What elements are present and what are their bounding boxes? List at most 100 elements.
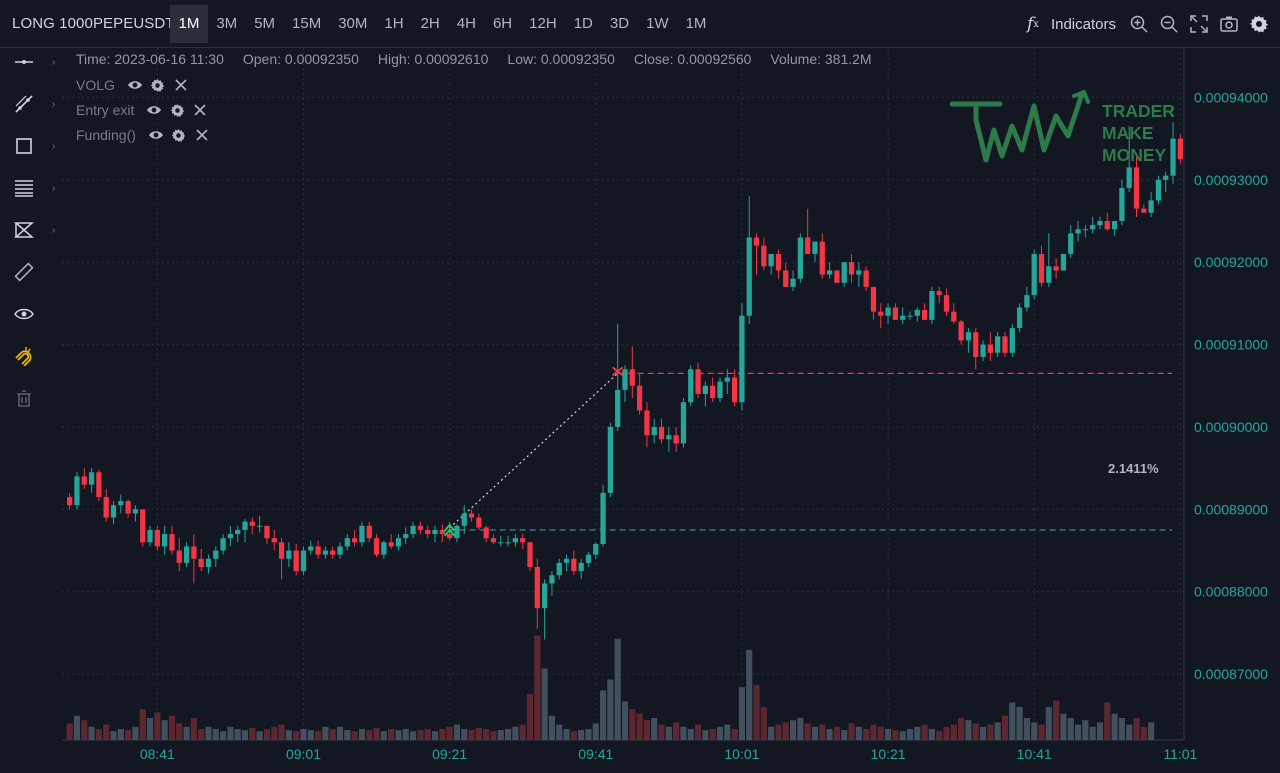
fullscreen-icon[interactable] [1186,8,1212,40]
gear-icon[interactable] [169,125,189,145]
volume-bar [329,729,336,740]
volume-bar [1140,726,1147,740]
candle-body [373,538,380,555]
volume-bar [190,718,197,740]
sidebar-tool-pattern[interactable]: › [14,214,58,246]
symbol-title[interactable]: LONG 1000PEPEUSDT [12,15,175,32]
candle-body [812,241,818,254]
chart-area[interactable]: 0.00094000 0.00093000 0.00092000 0.00091000… [62,48,1280,773]
indicator-label: Funding() [76,127,136,143]
timeframe-30m[interactable]: 30M [338,15,368,32]
candle-body [154,529,160,547]
timeframe-12h[interactable]: 12H [529,15,557,32]
volume-bar [117,729,124,740]
volume-bar [103,724,110,740]
zoom-out-icon[interactable] [1156,8,1182,40]
volume-bar [1038,724,1045,740]
candle-body [366,525,372,539]
candle-body [790,278,796,287]
candle-body [783,270,789,287]
chevron-right-icon[interactable]: › [52,182,56,194]
eye-icon[interactable] [144,100,164,120]
volume-bar [753,685,760,740]
legend-volume: Volume: 381.2M [770,51,872,67]
candle-body [870,286,877,312]
zoom-in-icon[interactable] [1126,8,1152,40]
candle-body [140,509,146,543]
timeframe-3d[interactable]: 3D [609,15,630,32]
timeframe-15m[interactable]: 15M [292,15,322,32]
eye-icon[interactable] [125,75,145,95]
x-tick-label: 10:01 [724,746,759,762]
volume-bar [439,729,446,740]
volume-bar [950,724,957,740]
volume-bar [512,726,519,740]
candle-body [1097,221,1103,226]
candle-body [805,237,811,254]
volume-bar [241,730,249,740]
candle-body [768,253,774,267]
settings-gear-icon[interactable] [1246,8,1272,40]
timeframe-1w[interactable]: 1W [646,15,669,32]
sidebar-tool-trash[interactable] [14,382,58,414]
screenshot-icon[interactable] [1216,8,1242,40]
candle-body [622,369,628,390]
sidebar-tool-fib-lines[interactable]: › [14,172,58,204]
eye-icon[interactable] [146,125,166,145]
timeframe-1d[interactable]: 1D [573,15,593,32]
volume-bar [1126,724,1133,740]
indicator-row: Funding() [76,125,215,145]
chevron-right-icon[interactable]: › [52,98,56,110]
sidebar-tool-trend-line[interactable]: › [14,88,58,120]
volume-bar [263,729,271,740]
volume-bar [205,726,212,740]
timeframe-4h[interactable]: 4H [456,15,476,32]
volume-bar [1045,707,1052,740]
candle-body [1002,336,1008,353]
candle-body [403,534,409,539]
volume-bar [746,649,753,740]
candle-body [527,542,533,567]
chevron-right-icon[interactable]: › [52,224,56,236]
timeframe-1m[interactable]: 1M [685,15,707,32]
indicator-label: VOLG [76,77,115,93]
volume-bar [1111,713,1118,740]
sidebar-tool-eye[interactable] [14,298,58,330]
sidebar-tool-horizontal-line[interactable]: › [14,46,58,78]
candle-body [914,309,920,316]
timeframe-6h[interactable]: 6H [492,15,513,32]
close-icon[interactable] [192,125,212,145]
price-chart[interactable]: 0.00094000 0.00093000 0.00092000 0.00091000… [62,48,1280,773]
candle-body [892,307,898,320]
volume-bar [256,731,263,740]
gear-icon[interactable] [148,75,168,95]
volume-bar [519,724,526,740]
volume-bar [724,724,731,740]
sidebar-tool-magnet[interactable] [14,340,58,372]
timeframe-5m[interactable]: 5M [254,15,276,32]
chevron-right-icon[interactable]: › [52,140,56,152]
sidebar-tool-ruler[interactable] [14,256,58,288]
candle-body [1141,208,1147,213]
volume-bar [870,724,877,740]
candle-body [651,426,657,436]
candle-body [695,369,701,394]
x-tick-label: 11:01 [1163,746,1197,762]
sidebar-tool-rectangle[interactable]: › [14,130,58,162]
close-icon[interactable] [171,75,191,95]
volume-bar [293,731,300,740]
volume-bar [906,729,914,740]
timeframe-1m[interactable]: 1M [170,5,208,43]
timeframe-2h[interactable]: 2H [420,15,440,32]
chevron-right-icon[interactable]: › [52,56,56,68]
gear-icon[interactable] [167,100,187,120]
indicators-button[interactable]: Indicators [1050,15,1116,33]
candle-body [724,377,730,382]
volume-bar [424,729,431,740]
timeframe-1h[interactable]: 1H [384,15,404,32]
volume-bar [446,726,453,740]
timeframe-3m[interactable]: 3M [216,15,238,32]
close-icon[interactable] [190,100,210,120]
